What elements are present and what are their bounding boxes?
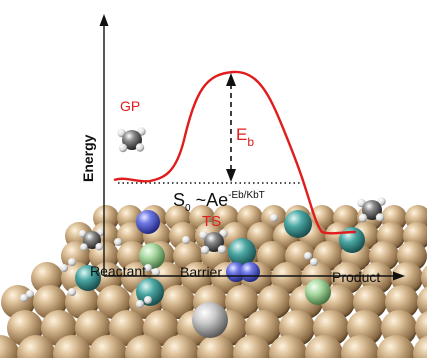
hydrogen-atom: [200, 245, 210, 255]
arrow-up-icon: [226, 73, 236, 86]
hydrogen-atom: [114, 238, 122, 246]
catalyst-surface: [0, 205, 427, 358]
surface-atom: [17, 335, 55, 358]
dopant-atom: [240, 262, 260, 282]
hydrogen-atom: [80, 243, 88, 251]
hydrogen-atom: [375, 213, 385, 222]
transition-state-molecule: [199, 229, 228, 255]
dopant-atom: [139, 243, 165, 269]
barrier-label: Barrier: [180, 264, 222, 280]
hydrogen-atom: [68, 258, 76, 266]
surface-atom: [89, 335, 127, 358]
dopant-atom: [228, 238, 256, 266]
arrhenius-equation: S0 ~Ae-Eb/KbT: [173, 190, 265, 214]
hydrogen-atom: [310, 258, 318, 266]
hydrogen-atom: [152, 268, 160, 276]
molecule-group: [20, 127, 386, 308]
surface-atom: [97, 285, 131, 319]
hydrogen-atom: [144, 296, 152, 304]
axes: [99, 14, 405, 281]
hydrogen-atom: [135, 143, 145, 152]
eb-label: Eb: [236, 125, 254, 149]
product-label: Product: [332, 269, 380, 285]
hydrogen-atom: [60, 264, 68, 272]
surface-atom: [233, 335, 271, 358]
surface-atom: [257, 241, 287, 271]
reactant-label: Reactant: [90, 263, 146, 279]
dopant-atom: [136, 210, 160, 234]
hydrogen-atom: [358, 213, 368, 223]
surface-atom: [305, 335, 343, 358]
hydrogen-atom: [217, 245, 227, 254]
y-axis-arrow-icon: [99, 14, 109, 26]
surface-atom: [0, 335, 19, 358]
hydrogen-atom: [136, 300, 144, 308]
surface-atom: [341, 335, 379, 358]
surface-atom: [161, 335, 199, 358]
dopant-atom: [136, 278, 164, 306]
hydrogen-atom: [20, 294, 28, 302]
ts-label: TS: [202, 213, 221, 230]
surface-atom: [161, 285, 195, 319]
x-axis-arrow-icon: [393, 271, 405, 281]
dopant-atom: [305, 279, 331, 305]
hydrogen-atom: [182, 236, 190, 244]
energy-curve: [113, 70, 357, 235]
eb-arrow: [226, 73, 236, 182]
arrow-down-icon: [226, 169, 236, 182]
surface-atom: [53, 335, 91, 358]
surface-atom: [269, 335, 307, 358]
surface-atom: [385, 285, 419, 319]
surface-atom: [421, 265, 427, 291]
reactant-molecule: [78, 228, 105, 251]
hydrogen-atom: [68, 288, 76, 296]
energy-axis-label: Energy: [80, 134, 96, 182]
dopant-atom: [192, 302, 228, 338]
gp-label: GP: [120, 98, 140, 114]
hydrogen-atom: [95, 242, 103, 251]
dopant-atom: [226, 262, 246, 282]
hydrogen-atom: [304, 252, 312, 260]
gas-phase-molecule: [117, 127, 146, 153]
dopant-atom: [284, 210, 312, 238]
surface-atom: [125, 335, 163, 358]
surface-atom: [377, 335, 415, 358]
hydrogen-atom: [144, 264, 152, 272]
surface-atom: [415, 311, 427, 345]
hydrogen-atom: [26, 290, 34, 298]
surface-atom: [225, 285, 259, 319]
surface-atom: [413, 335, 427, 358]
hydrogen-atom: [270, 214, 278, 222]
surface-atom: [197, 335, 235, 358]
product-molecule: [357, 197, 386, 223]
surface-atom: [417, 286, 427, 318]
dopant-atom: [75, 265, 101, 291]
hydrogen-atom: [118, 143, 128, 153]
